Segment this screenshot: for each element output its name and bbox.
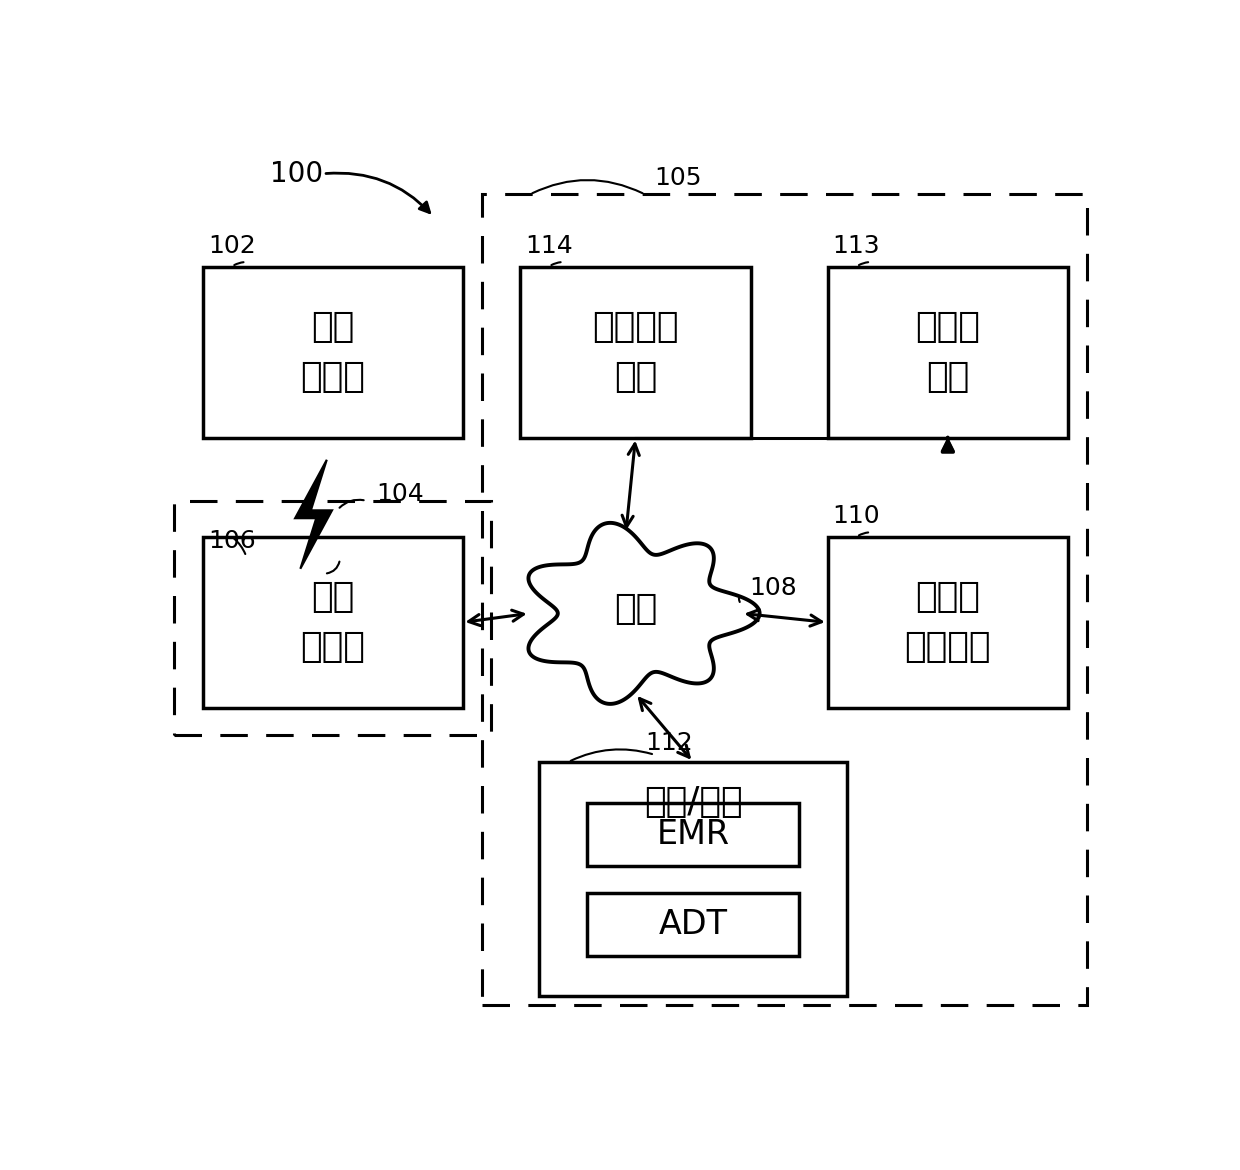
Text: EMR: EMR [657, 818, 729, 851]
Polygon shape [295, 460, 332, 569]
Text: 100: 100 [270, 160, 324, 187]
Bar [481, 194, 1087, 1005]
Text: 112: 112 [645, 731, 693, 756]
Text: 105: 105 [655, 166, 702, 191]
Text: 110: 110 [832, 504, 880, 529]
Bar [521, 267, 751, 438]
Bar [174, 501, 491, 735]
PathPatch shape [528, 523, 760, 704]
Text: 104: 104 [376, 482, 424, 505]
Text: 护士站
系统: 护士站 系统 [915, 310, 981, 394]
Text: 无线
传感器: 无线 传感器 [300, 310, 366, 394]
Text: 102: 102 [208, 234, 255, 259]
Bar [203, 267, 463, 438]
Text: 临床医生
装置: 临床医生 装置 [593, 310, 678, 394]
Bar [588, 893, 799, 956]
Bar [588, 803, 799, 866]
Bar [828, 267, 1068, 438]
Text: 106: 106 [208, 529, 255, 552]
Bar [203, 537, 463, 708]
Text: 108: 108 [749, 577, 796, 600]
Bar [539, 762, 847, 997]
Text: 医院/设施: 医院/设施 [644, 785, 743, 819]
Text: 113: 113 [832, 234, 880, 259]
Text: 患者
监护仪: 患者 监护仪 [300, 580, 366, 665]
Bar [828, 537, 1068, 708]
Text: 网络: 网络 [614, 592, 657, 626]
Text: 多患者
监测系统: 多患者 监测系统 [904, 580, 991, 665]
Text: ADT: ADT [658, 908, 728, 941]
Text: 114: 114 [525, 234, 573, 259]
